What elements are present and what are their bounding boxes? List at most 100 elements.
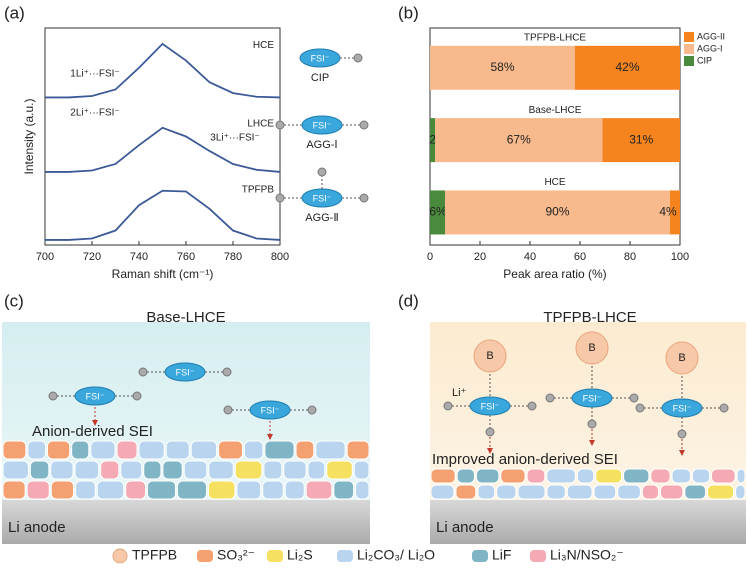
li-ion [443,401,453,411]
boron-label: B [486,350,493,362]
boron-label: B [588,342,595,354]
x-tick-label: 740 [130,251,148,263]
category-label: HCE [544,177,565,188]
li-ion [359,193,369,203]
legend-label: Li₃N/NSO₂⁻ [550,547,624,563]
spectrum [45,189,281,241]
legend-label: Li₂CO₃/ Li₂O [357,547,435,563]
sei-grain [305,480,333,500]
li-ion [485,427,495,437]
sei-grain [691,468,711,484]
sei-grain [517,484,546,500]
tpfpb [473,339,507,373]
ion-label: FSI⁻ [176,367,195,377]
sei-grain [283,460,307,480]
sei-grain [617,484,641,500]
sei-grain [475,468,500,484]
panel-label: (c) [4,291,24,310]
sei-grain [207,480,236,500]
x-tick-label: 780 [224,251,242,263]
legend-icon [112,548,128,564]
anode-label: Li anode [8,519,66,536]
value-label: 42% [615,60,639,74]
x-tick-label: 80 [624,251,636,263]
sei-grain [176,480,207,500]
sei-grain [326,460,353,480]
sei-grain [2,460,29,480]
legend-label: AGG-I [697,43,723,53]
spectrum-name: LHCE [247,119,274,130]
ion-label: FSI⁻ [481,401,500,411]
sei-grain [430,468,456,484]
sei-grain [641,484,660,500]
x-tick-label: 20 [474,251,486,263]
tpfpb [575,331,609,365]
x-tick-label: 760 [177,251,195,263]
y-axis-label: Intensity (a.u.) [22,98,36,174]
sei-grain [355,480,370,500]
sei-grain [190,440,218,460]
legend-label: Li₂S [287,547,313,563]
category-label: Base-LHCE [529,105,582,116]
ion-label: FSI⁻ [86,391,105,401]
sei-grain [546,468,576,484]
sei-grain [71,440,90,460]
bar-segment [445,190,670,235]
ion-label: FSI⁻ [311,53,330,63]
legend-label: LiF [492,547,511,563]
legend-label: AGG-II [697,31,725,41]
panel-label: (a) [4,3,25,22]
bar-segment [430,190,445,235]
sei-grain [711,468,736,484]
x-tick-label: 800 [271,251,289,263]
sei-grain [234,460,263,480]
arrow-head [589,440,595,446]
sei-grain [566,484,593,500]
value-label: 67% [507,132,531,146]
x-axis-label: Peak area ratio (%) [503,267,606,281]
x-tick-label: 700 [36,251,54,263]
sei-grain [593,484,617,500]
arrow-head [267,434,273,440]
ion-label: FSI⁻ [313,193,332,203]
sei-grain [595,468,623,484]
value-label: 4% [659,205,677,219]
sei-grain [116,440,138,460]
li-ion [223,405,233,415]
sei-grain [295,440,315,460]
legend-swatch [684,56,694,66]
anode-label: Li anode [436,519,494,536]
sei-grain [125,480,146,500]
sei-grain [684,484,707,500]
panel-label: (d) [398,291,419,310]
x-tick-label: 40 [524,251,536,263]
sei-grain [165,440,190,460]
boron-label: B [678,352,685,364]
sei-grain [50,460,74,480]
plot-frame [44,27,281,246]
anode [430,500,746,544]
sei-grain [2,440,27,460]
x-tick-label: 0 [427,251,433,263]
sei-grain [660,484,684,500]
li-ion [275,193,285,203]
legend-icon [472,550,488,562]
sei-grain [430,484,455,500]
sei-grain [29,460,50,480]
annotation: 3Li⁺···FSI⁻ [210,133,259,144]
sei-label: Anion-derived SEI [32,423,153,440]
sei-grain [162,460,183,480]
legend-icon [267,550,283,562]
sei-grain [46,440,71,460]
li-ion [677,429,687,439]
sei-grain [96,480,125,500]
ion-label: FSI⁻ [673,403,692,413]
value-label: 90% [545,205,569,219]
li-ion [48,391,58,401]
sei-grain [315,440,346,460]
li-ion [317,167,327,177]
value-label: 6% [429,205,447,219]
ion-label: FSI⁻ [313,120,332,130]
bar-segment [430,45,575,90]
legend-icon [197,550,213,562]
